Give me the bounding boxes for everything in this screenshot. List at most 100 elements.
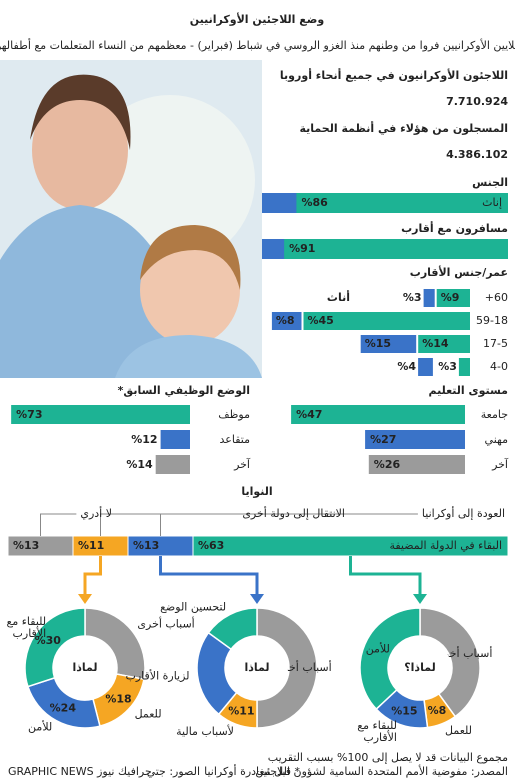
value-label: %14 bbox=[126, 458, 153, 471]
donut-hole bbox=[226, 637, 288, 699]
donut-center: لماذا؟ bbox=[404, 661, 435, 674]
bar-name: إناث bbox=[482, 196, 502, 209]
value-label: %45 bbox=[308, 314, 334, 327]
stat-label: المسجلون من هؤلاء في أنظمة الحماية bbox=[300, 121, 509, 135]
arrow-head bbox=[250, 594, 264, 604]
bar bbox=[365, 430, 465, 449]
section-title: عمر/جنس الأقارب bbox=[410, 265, 508, 279]
value-label: %63 bbox=[198, 539, 224, 552]
value-label: %15 bbox=[391, 704, 417, 717]
donut-center: لماذا bbox=[72, 661, 97, 674]
age-group: +60 bbox=[485, 291, 508, 304]
segment-name: أسباب أخرى bbox=[274, 660, 331, 674]
value-label: %15 bbox=[365, 337, 391, 350]
value-label: %91 bbox=[289, 242, 315, 255]
value-label: %3 bbox=[403, 291, 422, 304]
age-group: 4-0 bbox=[490, 360, 508, 373]
segment-name: للعمل bbox=[135, 708, 162, 721]
segment-name: لتحسين الوضع bbox=[160, 600, 226, 613]
value-label: %27 bbox=[370, 433, 396, 446]
bar bbox=[296, 193, 508, 213]
donut-segment bbox=[419, 607, 481, 718]
male-bar bbox=[271, 312, 302, 330]
female-bar bbox=[436, 289, 470, 307]
arrow bbox=[349, 556, 422, 596]
female-bar bbox=[418, 335, 470, 353]
donut-center: لماذا bbox=[244, 661, 269, 674]
value-label: %18 bbox=[105, 692, 131, 705]
segment-name: للبقاء مع الأقارب bbox=[3, 615, 46, 640]
row-name: جامعة bbox=[481, 408, 508, 421]
footer-credit: GRAPHIC NEWS جرافيك نيوز bbox=[8, 765, 152, 778]
donut-segment bbox=[207, 607, 258, 651]
value-label: %26 bbox=[374, 458, 401, 471]
value-label: %12 bbox=[131, 433, 157, 446]
connector bbox=[100, 513, 239, 536]
value-label: %8 bbox=[428, 704, 447, 717]
age-group: 17-5 bbox=[483, 337, 508, 350]
value-label: %3 bbox=[438, 360, 457, 373]
segment-name: للأمن bbox=[366, 642, 390, 656]
segment-name: البقاء في الدولة المضيفة bbox=[389, 539, 502, 552]
male-bar bbox=[360, 335, 417, 353]
segment-name: لا أدري bbox=[80, 506, 112, 520]
bar bbox=[291, 405, 465, 424]
subtitle: ملايين الأوكرانيين فروا من وطنهم منذ الغ… bbox=[0, 38, 515, 52]
bar bbox=[368, 455, 465, 474]
value-label: %24 bbox=[50, 701, 77, 714]
value-label: %14 bbox=[422, 337, 449, 350]
value-label: %73 bbox=[16, 408, 42, 421]
donut-segment bbox=[256, 607, 318, 729]
donut-hole bbox=[54, 637, 116, 699]
value-label: %13 bbox=[13, 539, 39, 552]
stat-value: 7.710.924 bbox=[446, 95, 508, 108]
value-label: %13 bbox=[133, 539, 159, 552]
stat-value: 4.386.102 bbox=[446, 148, 508, 161]
footer-photo: الصور: جتي bbox=[147, 765, 200, 778]
row-name: آخر bbox=[233, 457, 251, 471]
row-name: آخر bbox=[491, 457, 509, 471]
legend-label: أناث bbox=[327, 290, 350, 304]
segment-name: أسباب أخرى bbox=[435, 646, 492, 660]
arrow-head bbox=[78, 594, 92, 604]
segment-name: أسباب أخرى bbox=[137, 617, 194, 631]
male-bar bbox=[423, 289, 435, 307]
segment-name: لأسباب مالية bbox=[176, 724, 234, 738]
value-label: %8 bbox=[276, 314, 295, 327]
donut-segment bbox=[84, 607, 146, 681]
row-name: متقاعد bbox=[220, 433, 251, 446]
title: وضع اللاجئين الأوكرانيين bbox=[190, 12, 325, 26]
footer-note: مجموع البيانات قد لا يصل إلى 100% بسبب ا… bbox=[268, 751, 508, 764]
donut-segment bbox=[24, 607, 86, 688]
value-label: %11 bbox=[228, 704, 254, 717]
segment-name: الانتقال إلى دولة أخرى bbox=[242, 506, 345, 520]
arrow bbox=[83, 556, 102, 596]
footer-footnote: * قبل مغادرة أوكرانيا bbox=[204, 764, 300, 778]
section-title: الوضع الوظيفي السابق* bbox=[118, 384, 250, 397]
row-name: موظف bbox=[218, 408, 250, 421]
female-bar bbox=[303, 312, 470, 330]
segment-name: العودة إلى أوكرانيا bbox=[422, 506, 505, 520]
value-label: %86 bbox=[301, 196, 328, 209]
value-label: %9 bbox=[441, 291, 460, 304]
section-title: مستوى التعليم bbox=[428, 384, 508, 397]
arrow-head bbox=[413, 594, 427, 604]
male-bar bbox=[418, 358, 433, 376]
bar bbox=[11, 405, 191, 424]
section-title: الجنس bbox=[472, 176, 508, 189]
segment-name: للبقاء مع الأقارب bbox=[354, 719, 397, 744]
segment-name: للعمل bbox=[445, 724, 472, 737]
section-title: النوايا bbox=[241, 485, 272, 498]
connector bbox=[40, 513, 77, 536]
bar bbox=[155, 455, 190, 474]
bar bbox=[160, 430, 190, 449]
female-bar bbox=[458, 358, 470, 376]
segment-name: للأمن bbox=[28, 720, 52, 734]
row-name: مهني bbox=[485, 433, 509, 446]
footer-source: المصدر: مفوضية الأمم المتحدة السامية لشؤ… bbox=[255, 764, 508, 778]
segment-name: لزيارة الأقارب bbox=[126, 669, 190, 683]
value-label: %11 bbox=[78, 539, 104, 552]
value-label: %30 bbox=[35, 634, 62, 647]
section-title: مسافرون مع أقارب bbox=[401, 221, 508, 235]
